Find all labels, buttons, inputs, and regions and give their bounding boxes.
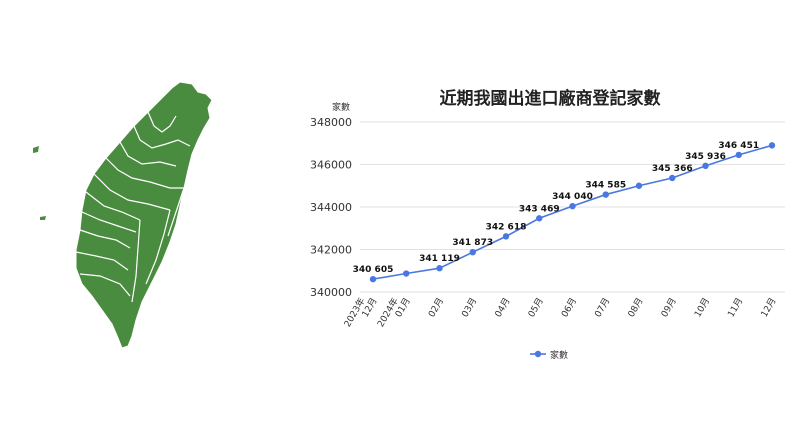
x-tick-label: 12月 xyxy=(759,296,779,319)
y-tick-label: 344000 xyxy=(310,201,352,214)
x-tick-label: 05月 xyxy=(526,296,546,319)
y-tick-label: 348000 xyxy=(310,116,352,129)
data-label: 343 469 xyxy=(519,204,560,214)
taiwan-map-icon xyxy=(33,81,213,349)
data-label: 341 119 xyxy=(419,254,460,264)
data-point xyxy=(569,202,576,210)
data-label: 342 618 xyxy=(486,222,527,232)
data-point xyxy=(602,191,609,198)
x-tick-label: 09月 xyxy=(659,296,679,319)
data-point xyxy=(735,151,742,159)
x-tick-label: 11月 xyxy=(726,296,746,319)
taiwan-map xyxy=(20,70,260,370)
data-point xyxy=(469,248,476,256)
taiwan-mainland xyxy=(75,81,213,349)
data-label: 340 605 xyxy=(353,265,394,275)
y-tick-label: 346000 xyxy=(310,159,352,172)
x-tick-label: 03月 xyxy=(460,296,480,319)
line-chart: 家數3400003420003440003460003480002023年12月… xyxy=(310,101,785,361)
data-label: 344 040 xyxy=(552,192,593,202)
x-tick-label: 07月 xyxy=(593,296,613,319)
data-label: 346 451 xyxy=(718,141,759,151)
y-axis-label: 家數 xyxy=(332,101,350,113)
county-borders xyxy=(75,111,191,303)
data-label: 345 366 xyxy=(652,164,693,174)
penghu-islet xyxy=(33,146,39,153)
x-tick-label: 08月 xyxy=(626,296,646,319)
y-tick-label: 340000 xyxy=(310,286,352,299)
data-point xyxy=(669,174,676,182)
data-point xyxy=(436,265,443,272)
chart-title: 近期我國出進口廠商登記家數 xyxy=(439,89,661,109)
x-tick-label: 04月 xyxy=(493,296,513,319)
data-label: 345 936 xyxy=(685,152,726,162)
data-point xyxy=(635,182,643,189)
kinmen-islet xyxy=(40,216,46,220)
data-point xyxy=(536,215,543,222)
data-label: 344 585 xyxy=(585,181,626,191)
legend-marker xyxy=(534,350,542,358)
data-label: 341 873 xyxy=(452,238,493,248)
chart-panel: 近期我國出進口廠商登記家數 家數 340000 342000 344000 346000… xyxy=(300,70,800,380)
x-tick-label: 10月 xyxy=(692,296,712,319)
data-point xyxy=(369,275,377,283)
data-point xyxy=(702,162,709,170)
legend-label: 家數 xyxy=(550,349,568,361)
x-tick-label: 02月 xyxy=(426,296,446,319)
y-tick-label: 342000 xyxy=(310,244,352,257)
data-point xyxy=(768,142,776,149)
data-point xyxy=(403,270,410,277)
data-point xyxy=(502,233,510,240)
x-tick-label: 06月 xyxy=(559,296,579,319)
